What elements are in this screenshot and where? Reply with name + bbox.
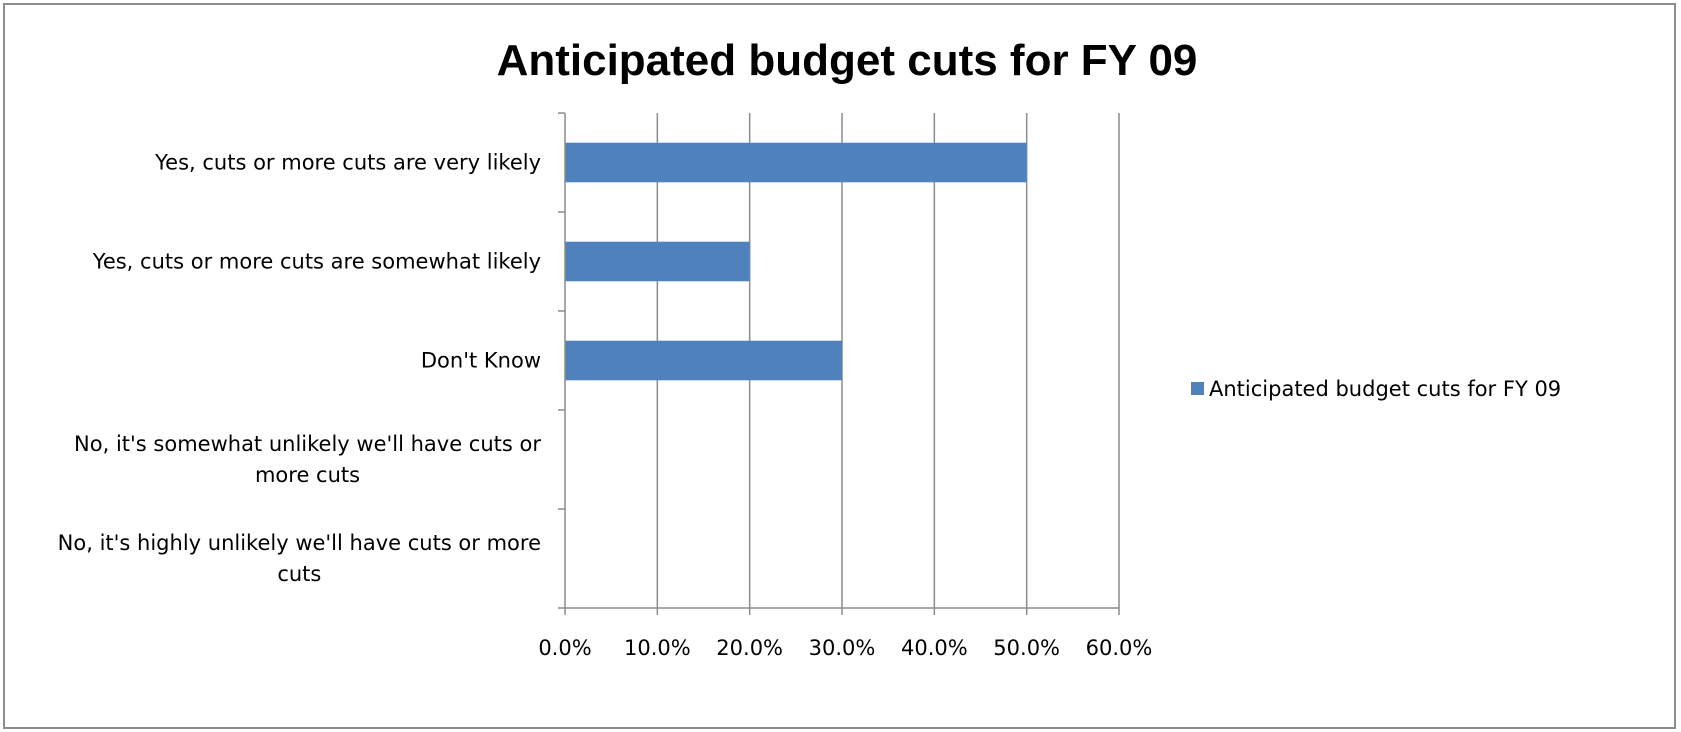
x-tick-labels: 0.0% 10.0% 20.0% 30.0% 40.0% 50.0% 60.0% [538,636,1152,660]
category-label: No, it's highly unlikely we'll have cuts… [58,531,541,586]
category-labels: Yes, cuts or more cuts are very likely Ye… [58,151,542,587]
x-tick-label: 40.0% [901,636,968,660]
legend: Anticipated budget cuts for FY 09 [1191,377,1561,401]
category-label: Yes, cuts or more cuts are very likely [154,151,541,175]
bar [565,142,1027,183]
x-tick-label: 20.0% [716,636,783,660]
x-tick-label: 30.0% [809,636,876,660]
x-tick-label: 0.0% [538,636,591,660]
bar [565,340,842,381]
axes [558,112,1120,615]
category-label: Yes, cuts or more cuts are somewhat like… [92,250,541,274]
legend-swatch [1191,382,1204,395]
bars [565,142,1027,381]
bar [565,241,750,282]
x-tick-label: 10.0% [624,636,691,660]
x-tick-label: 50.0% [993,636,1060,660]
category-label: No, it's somewhat unlikely we'll have cu… [74,432,541,487]
chart-title: Anticipated budget cuts for FY 09 [497,36,1198,85]
chart-area: Anticipated budget cuts for FY 09 Yes, c… [3,3,1676,729]
x-tick-label: 60.0% [1086,636,1153,660]
bar-chart: Anticipated budget cuts for FY 09 Yes, c… [58,36,1562,660]
category-label: Don't Know [421,349,541,373]
legend-label: Anticipated budget cuts for FY 09 [1209,377,1561,401]
